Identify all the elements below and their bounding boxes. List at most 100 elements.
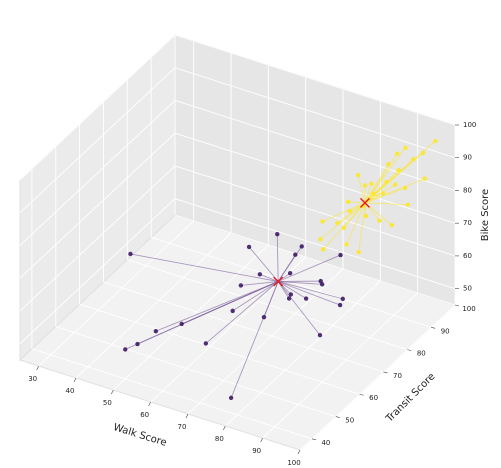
centroid-link (276, 234, 279, 282)
grid-line (127, 259, 408, 351)
point (275, 231, 280, 237)
z-tick-label: 50 (463, 285, 472, 293)
centroid-link (277, 254, 341, 282)
centroid-link (346, 202, 366, 245)
point (246, 244, 252, 250)
centroid-link (364, 178, 425, 204)
point (257, 272, 263, 277)
grid-line (38, 220, 194, 367)
point (128, 251, 133, 257)
marks (123, 138, 438, 401)
centroid-link (364, 202, 408, 206)
point (238, 283, 244, 288)
centroid-link (155, 281, 279, 332)
centroid (273, 276, 284, 287)
y-tick-label: 60 (369, 394, 378, 402)
grid-line (174, 214, 456, 306)
x-tick (111, 389, 114, 395)
point (396, 167, 401, 173)
point (433, 138, 438, 144)
point (392, 182, 398, 187)
y-tick-label: 70 (393, 372, 402, 380)
point (317, 332, 323, 338)
y-tick (311, 438, 316, 441)
grid-line (174, 198, 456, 290)
point (363, 213, 369, 219)
grid-line (174, 34, 456, 126)
y-tick (407, 349, 412, 351)
centroid-link (130, 253, 279, 282)
centroid-link (232, 281, 279, 312)
x-tick (73, 377, 77, 383)
grid-line (31, 348, 313, 440)
x-tick-label: 100 (287, 459, 300, 467)
centroid-link (263, 281, 279, 318)
point (287, 270, 293, 276)
centroid-link (278, 281, 341, 306)
x-tick (185, 413, 189, 419)
point (422, 176, 427, 181)
grid-line (19, 67, 176, 214)
grid-line (19, 34, 176, 181)
grid-line (19, 132, 176, 279)
centroid-link (277, 246, 303, 282)
grid-line (225, 280, 381, 427)
y-tick-label: 90 (441, 327, 450, 335)
x-tick (260, 437, 263, 443)
point (355, 172, 361, 178)
y-tick-label: 80 (417, 350, 426, 358)
point (288, 292, 294, 297)
point (203, 341, 209, 346)
centroid-link (248, 246, 279, 282)
z-axis-label: Bike Score (480, 189, 491, 241)
y-tick-label: 50 (345, 417, 354, 425)
x-tick-label: 70 (178, 423, 187, 431)
centroid-link (320, 202, 366, 240)
y-tick-label: 40 (321, 439, 330, 447)
centroid-link (205, 281, 279, 344)
centroid-link (364, 153, 398, 204)
point (411, 157, 416, 162)
centroid-link (240, 281, 279, 286)
point (371, 191, 377, 197)
point (230, 308, 235, 314)
centroid-link (364, 184, 396, 204)
point (356, 249, 361, 255)
point (320, 247, 326, 252)
grid-line (174, 67, 456, 159)
point (347, 208, 352, 214)
grid-line (103, 281, 384, 373)
y-tick (431, 327, 436, 329)
x-tick (36, 365, 39, 371)
centroid-link (277, 281, 321, 336)
z-tick-label: 100 (463, 121, 476, 129)
y-tick (335, 416, 340, 418)
centroid-link (181, 281, 279, 325)
y-tick-label: 100 (462, 305, 475, 313)
point (384, 179, 389, 185)
point (286, 296, 292, 301)
y-tick (383, 371, 388, 374)
x-tick (297, 449, 301, 455)
point (135, 341, 140, 347)
x-tick-label: 50 (103, 399, 112, 407)
z-tick-label: 80 (463, 186, 472, 194)
point (362, 183, 368, 188)
grid-line (75, 232, 232, 379)
point (179, 321, 184, 327)
grid-line (174, 132, 456, 224)
centroid-link (322, 202, 366, 222)
z-tick-label: 70 (463, 219, 472, 227)
x-tick-label: 60 (140, 411, 149, 419)
point (337, 302, 343, 308)
x-tick-label: 30 (28, 375, 37, 383)
point (320, 219, 325, 224)
z-tick-label: 90 (463, 154, 472, 162)
centroid-link (357, 174, 366, 203)
point (345, 199, 351, 205)
point (335, 220, 340, 226)
grid-line (19, 100, 176, 246)
x-tick-label: 90 (252, 447, 261, 455)
point (395, 151, 400, 156)
